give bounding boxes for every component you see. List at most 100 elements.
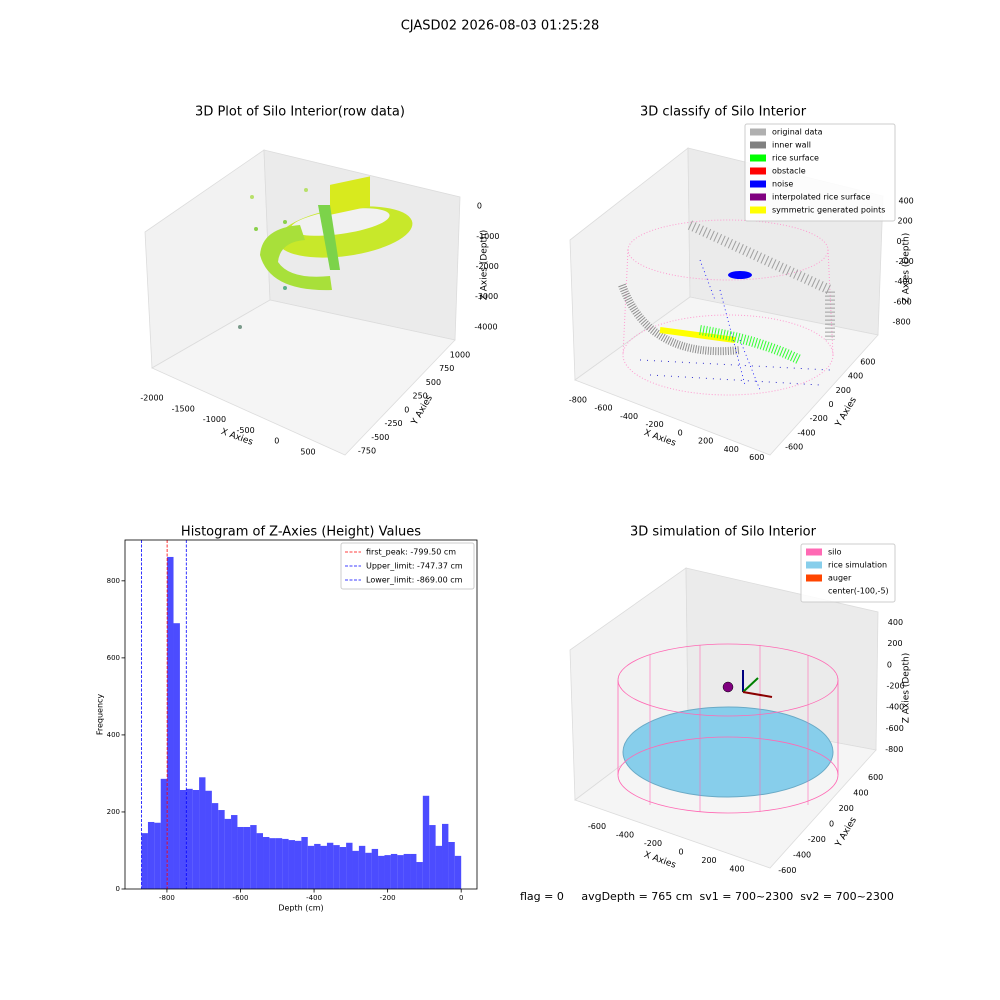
x-tick-label: -400 bbox=[616, 830, 634, 839]
histogram-bar bbox=[147, 821, 155, 889]
figure-title: CJASD02 2026-08-03 01:25:28 bbox=[401, 19, 600, 34]
y-tick-label: 750 bbox=[439, 364, 454, 373]
x-tick-label: 600 bbox=[749, 453, 764, 462]
y-tick-label: -500 bbox=[371, 433, 389, 442]
y-tick-label: 0 bbox=[829, 820, 834, 829]
histogram-bar bbox=[237, 826, 244, 889]
z-tick-label: -400 bbox=[886, 703, 904, 712]
histogram-bar bbox=[320, 845, 327, 889]
histogram-bar bbox=[333, 845, 340, 889]
histogram-bar bbox=[256, 833, 264, 889]
z-tick-label: 400 bbox=[888, 618, 903, 627]
histogram-bar bbox=[231, 815, 238, 889]
y-tick-label: -600 bbox=[778, 866, 796, 875]
footer-status: flag = 0 avgDepth = 765 cm sv1 = 700~230… bbox=[520, 890, 894, 903]
subplot-title: 3D simulation of Silo Interior bbox=[630, 525, 817, 540]
legend-label: rice simulation bbox=[828, 561, 887, 570]
histogram-bar bbox=[314, 843, 321, 889]
z-tick-label: 200 bbox=[898, 217, 913, 226]
histogram-bar bbox=[371, 848, 379, 889]
histogram-bar bbox=[269, 838, 276, 889]
plot2-cloud bbox=[618, 219, 835, 396]
histogram-bar bbox=[263, 836, 270, 889]
x-tick-label: -600 bbox=[588, 822, 606, 831]
legend-swatch bbox=[750, 141, 766, 149]
x-tick-label: 400 bbox=[724, 445, 739, 454]
legend-label: rice surface bbox=[772, 154, 819, 163]
histogram-bar bbox=[173, 623, 180, 889]
histogram-bar bbox=[378, 855, 385, 889]
legend-swatch bbox=[806, 548, 822, 556]
y-tick-label: 1000 bbox=[450, 350, 470, 359]
histogram-bar bbox=[211, 803, 219, 889]
legend-box bbox=[744, 123, 896, 222]
z-tick-label: -800 bbox=[893, 317, 911, 326]
y-tick-label: 500 bbox=[426, 378, 441, 387]
y-tick-label: 400 bbox=[107, 731, 120, 739]
z-axis-label: Z Axies (Depth) bbox=[480, 230, 490, 301]
histogram-bar bbox=[307, 845, 315, 889]
x-tick-label: -500 bbox=[237, 426, 255, 435]
plot1-cloud bbox=[238, 176, 413, 329]
histogram-bar bbox=[403, 853, 411, 889]
legend-label: Upper_limit: -747.37 cm bbox=[366, 562, 463, 571]
x-tick-label: -1000 bbox=[203, 415, 226, 424]
histogram-bar bbox=[397, 855, 404, 889]
x-tick-label: 400 bbox=[729, 864, 744, 873]
subplot-title: 3D Plot of Silo Interior(row data) bbox=[195, 105, 405, 120]
histogram-bar bbox=[250, 825, 257, 889]
z-tick-label: -600 bbox=[886, 724, 904, 733]
histogram-bar bbox=[186, 788, 193, 889]
y-tick-label: -750 bbox=[358, 447, 376, 456]
histogram-bar bbox=[422, 795, 430, 889]
histogram-bar bbox=[384, 855, 391, 889]
x-tick-label: -1500 bbox=[172, 404, 195, 413]
plot2-panes bbox=[569, 147, 884, 456]
x-tick-label: 0 bbox=[274, 437, 279, 446]
histogram-bar bbox=[301, 836, 308, 889]
legend-swatch bbox=[750, 154, 766, 162]
z-axis-label: Z Axies (Depth) bbox=[902, 653, 912, 724]
x-tick-label: 0 bbox=[678, 428, 683, 437]
x-tick-label: 0 bbox=[678, 847, 683, 856]
y-tick-label: -400 bbox=[797, 428, 815, 437]
axes-frame bbox=[124, 539, 478, 890]
y-tick-label: 800 bbox=[107, 577, 120, 585]
legend-label: inner wall bbox=[772, 141, 811, 150]
y-axis-label: Frequency bbox=[96, 694, 105, 736]
x-tick-label: -200 bbox=[646, 420, 664, 429]
x-tick-label: -400 bbox=[306, 894, 322, 902]
legend-swatch bbox=[806, 561, 822, 569]
x-tick-label: 500 bbox=[300, 447, 315, 456]
y-tick-label: 0 bbox=[828, 400, 833, 409]
legend-label: first_peak: -799.50 cm bbox=[366, 548, 456, 557]
histogram-bar bbox=[179, 790, 187, 889]
histogram-bar bbox=[294, 840, 302, 889]
histogram-bar bbox=[358, 845, 366, 889]
z-tick-label: -600 bbox=[894, 297, 912, 306]
x-tick-label: -200 bbox=[644, 839, 662, 848]
y-tick-label: 200 bbox=[839, 804, 854, 813]
histogram-bar bbox=[346, 842, 353, 889]
z-tick-label: -200 bbox=[896, 257, 914, 266]
legend-swatch bbox=[750, 193, 766, 201]
histogram-bar bbox=[352, 850, 359, 889]
legend-label: silo bbox=[828, 548, 842, 557]
legend-label: center(-100,-5) bbox=[828, 587, 889, 596]
y-tick-label: 400 bbox=[848, 372, 863, 381]
y-tick-label: 600 bbox=[860, 358, 875, 367]
legend-label: obstacle bbox=[772, 167, 806, 176]
x-tick-label: -600 bbox=[233, 894, 249, 902]
z-tick-label: -3000 bbox=[475, 292, 498, 301]
legend-box bbox=[800, 543, 896, 603]
y-tick-label: 600 bbox=[107, 654, 120, 662]
y-tick-label: 600 bbox=[868, 773, 883, 782]
histogram-bar bbox=[435, 845, 443, 889]
subplot-title: 3D classify of Silo Interior bbox=[640, 105, 807, 120]
legend-label: symmetric generated points bbox=[772, 206, 885, 215]
legend-swatch bbox=[750, 128, 766, 136]
legend-label: interpolated rice surface bbox=[772, 193, 870, 202]
y-tick-label: -250 bbox=[384, 419, 402, 428]
x-tick-label: -800 bbox=[569, 395, 587, 404]
